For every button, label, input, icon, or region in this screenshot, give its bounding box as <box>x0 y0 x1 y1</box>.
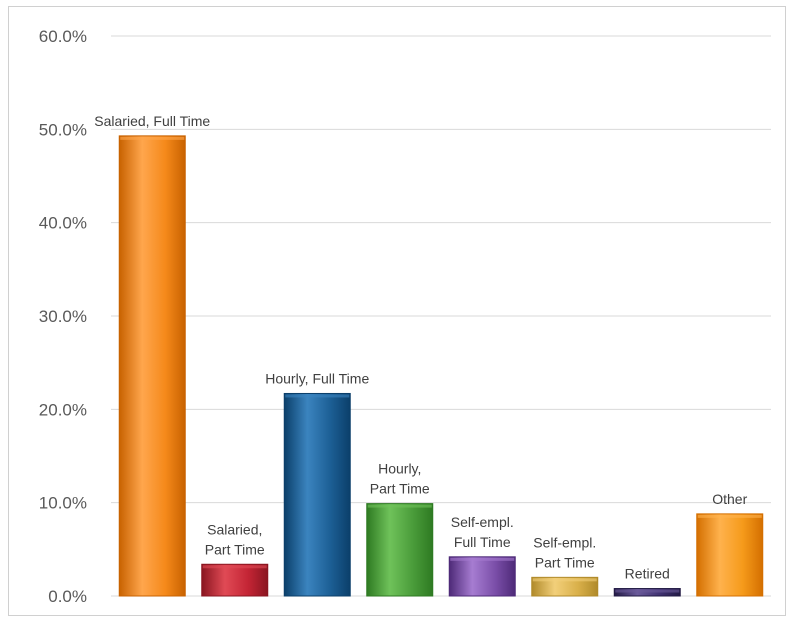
bar-highlight <box>120 136 185 140</box>
chart-area: 0.0% 10.0% 20.0% 30.0% 40.0% 50.0% 60.0% Salar… <box>8 6 786 616</box>
y-tick-label: 10.0% <box>39 494 87 513</box>
y-tick-label: 0.0% <box>48 587 87 606</box>
bar <box>201 563 269 597</box>
bar-category-label: Salaried, Full Time <box>94 113 210 129</box>
bar <box>118 135 186 597</box>
bar <box>366 503 434 597</box>
y-axis-tick-labels: 0.0% 10.0% 20.0% 30.0% 40.0% 50.0% 60.0% <box>39 27 87 606</box>
bar-category-label: Hourly, Full Time <box>265 370 369 386</box>
bar-highlight <box>367 504 432 508</box>
gridlines <box>111 35 771 597</box>
y-tick-label: 30.0% <box>39 307 87 326</box>
y-tick-label: 50.0% <box>39 120 87 139</box>
bar <box>283 392 351 597</box>
bar-highlight <box>532 578 597 582</box>
bar-category-label: Hourly, Part Time <box>370 461 430 497</box>
bar-category-label: Self-empl. Full Time <box>451 514 514 550</box>
bar-highlight <box>697 514 762 518</box>
bar-highlight <box>285 394 350 398</box>
bars <box>118 135 764 597</box>
y-tick-label: 40.0% <box>39 214 87 233</box>
bar-highlight <box>615 589 680 593</box>
bar-category-label: Other <box>712 491 747 507</box>
bar <box>448 556 516 597</box>
bar-chart: 0.0% 10.0% 20.0% 30.0% 40.0% 50.0% 60.0% Salar… <box>39 27 771 606</box>
bar-highlight <box>202 565 267 569</box>
y-tick-label: 60.0% <box>39 27 87 46</box>
bar-category-label: Retired <box>625 566 670 582</box>
bar <box>696 513 764 597</box>
y-tick-label: 20.0% <box>39 400 87 419</box>
bar-category-label: Salaried, Part Time <box>205 521 265 557</box>
bar-data-labels: Salaried, Full Time Salaried, Part Time Hou… <box>94 113 747 582</box>
bar-category-label: Self-empl. Part Time <box>533 534 596 570</box>
bar <box>531 576 599 597</box>
bar-highlight <box>450 557 515 561</box>
